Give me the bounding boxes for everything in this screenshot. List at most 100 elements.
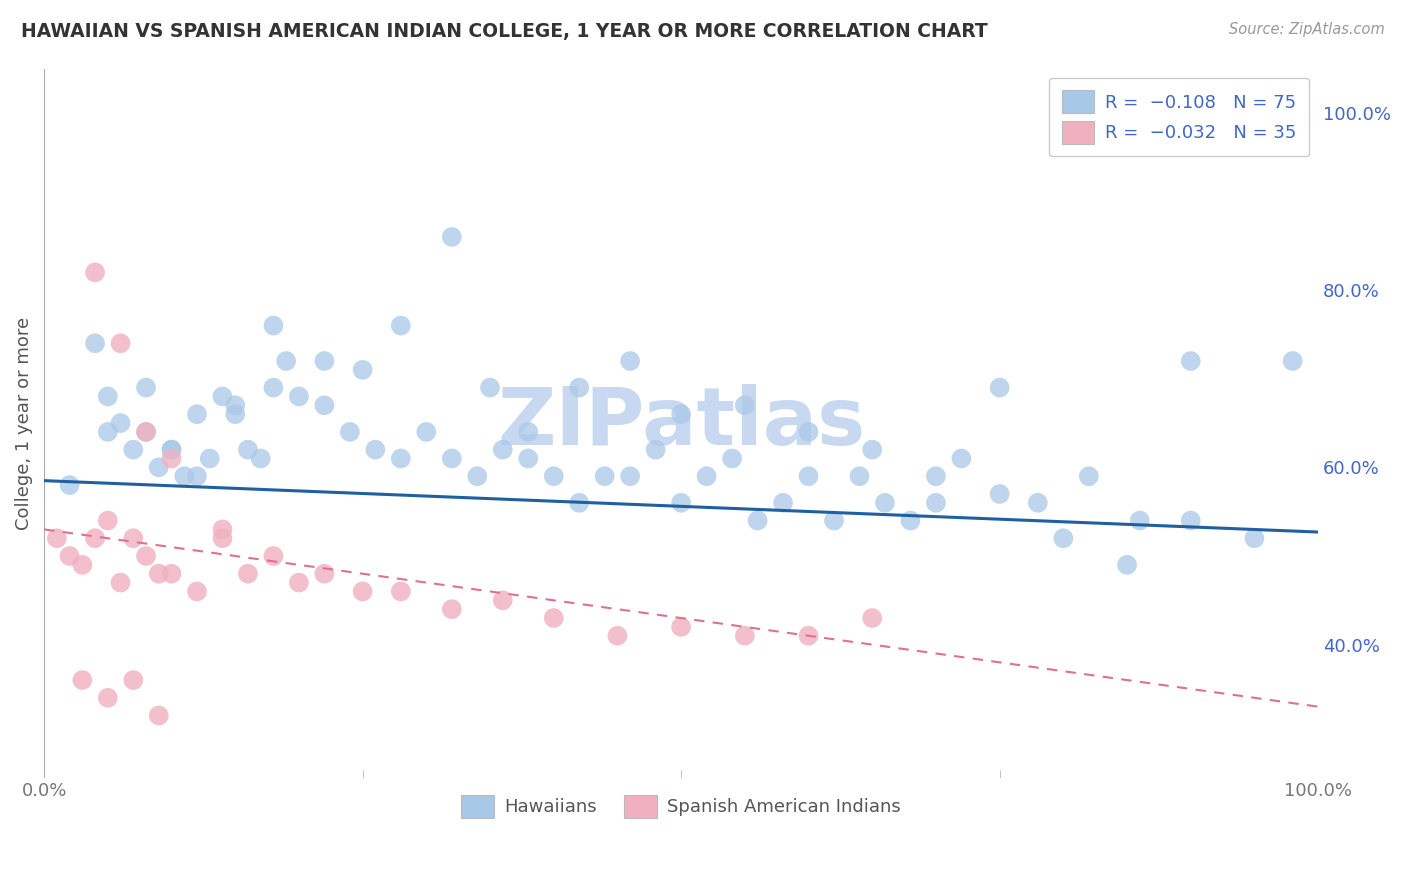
Point — [148, 708, 170, 723]
Point — [262, 318, 284, 333]
Point — [1077, 469, 1099, 483]
Point — [135, 425, 157, 439]
Point — [135, 381, 157, 395]
Point — [988, 381, 1011, 395]
Point — [352, 363, 374, 377]
Point — [314, 354, 336, 368]
Point — [236, 566, 259, 581]
Point — [797, 629, 820, 643]
Point — [860, 611, 883, 625]
Point — [669, 407, 692, 421]
Point — [58, 549, 80, 563]
Text: Source: ZipAtlas.com: Source: ZipAtlas.com — [1229, 22, 1385, 37]
Point — [465, 469, 488, 483]
Point — [772, 496, 794, 510]
Point — [619, 354, 641, 368]
Point — [84, 531, 107, 545]
Point — [492, 593, 515, 607]
Point — [517, 425, 540, 439]
Point — [848, 469, 870, 483]
Point — [122, 673, 145, 687]
Point — [314, 398, 336, 412]
Point — [122, 531, 145, 545]
Legend: Hawaiians, Spanish American Indians: Hawaiians, Spanish American Indians — [454, 788, 908, 825]
Point — [211, 522, 233, 536]
Text: HAWAIIAN VS SPANISH AMERICAN INDIAN COLLEGE, 1 YEAR OR MORE CORRELATION CHART: HAWAIIAN VS SPANISH AMERICAN INDIAN COLL… — [21, 22, 988, 41]
Point — [479, 381, 502, 395]
Text: ZIPatlas: ZIPatlas — [496, 384, 865, 462]
Point — [314, 566, 336, 581]
Point — [135, 549, 157, 563]
Point — [160, 566, 183, 581]
Point — [110, 336, 132, 351]
Point — [1026, 496, 1049, 510]
Point — [97, 690, 120, 705]
Point — [211, 531, 233, 545]
Point — [135, 425, 157, 439]
Point — [339, 425, 361, 439]
Point — [619, 469, 641, 483]
Point — [669, 620, 692, 634]
Point — [224, 398, 246, 412]
Point — [1129, 514, 1152, 528]
Point — [236, 442, 259, 457]
Point — [606, 629, 628, 643]
Point — [262, 381, 284, 395]
Point — [440, 230, 463, 244]
Point — [122, 442, 145, 457]
Point — [389, 318, 412, 333]
Point — [160, 442, 183, 457]
Point — [148, 566, 170, 581]
Point — [925, 496, 948, 510]
Point — [288, 389, 311, 403]
Point — [925, 469, 948, 483]
Point — [900, 514, 922, 528]
Point — [517, 451, 540, 466]
Point — [415, 425, 437, 439]
Point — [860, 442, 883, 457]
Point — [110, 416, 132, 430]
Point — [721, 451, 744, 466]
Point — [543, 611, 565, 625]
Point — [1116, 558, 1139, 572]
Point — [440, 602, 463, 616]
Point — [988, 487, 1011, 501]
Point — [160, 442, 183, 457]
Point — [186, 407, 208, 421]
Point — [440, 451, 463, 466]
Point — [543, 469, 565, 483]
Point — [823, 514, 845, 528]
Point — [389, 584, 412, 599]
Point — [389, 451, 412, 466]
Point — [288, 575, 311, 590]
Point — [1243, 531, 1265, 545]
Point — [72, 558, 94, 572]
Point — [186, 469, 208, 483]
Point — [249, 451, 271, 466]
Point — [873, 496, 896, 510]
Point — [734, 629, 756, 643]
Point — [797, 469, 820, 483]
Point — [110, 575, 132, 590]
Point — [84, 336, 107, 351]
Point — [97, 425, 120, 439]
Point — [696, 469, 718, 483]
Point — [669, 496, 692, 510]
Point — [72, 673, 94, 687]
Point — [364, 442, 387, 457]
Point — [1180, 354, 1202, 368]
Point — [747, 514, 769, 528]
Point — [568, 381, 591, 395]
Point — [1281, 354, 1303, 368]
Point — [276, 354, 298, 368]
Y-axis label: College, 1 year or more: College, 1 year or more — [15, 317, 32, 530]
Point — [160, 451, 183, 466]
Point — [797, 425, 820, 439]
Point — [262, 549, 284, 563]
Point — [58, 478, 80, 492]
Point — [593, 469, 616, 483]
Point — [97, 514, 120, 528]
Point — [734, 398, 756, 412]
Point — [186, 584, 208, 599]
Point — [84, 265, 107, 279]
